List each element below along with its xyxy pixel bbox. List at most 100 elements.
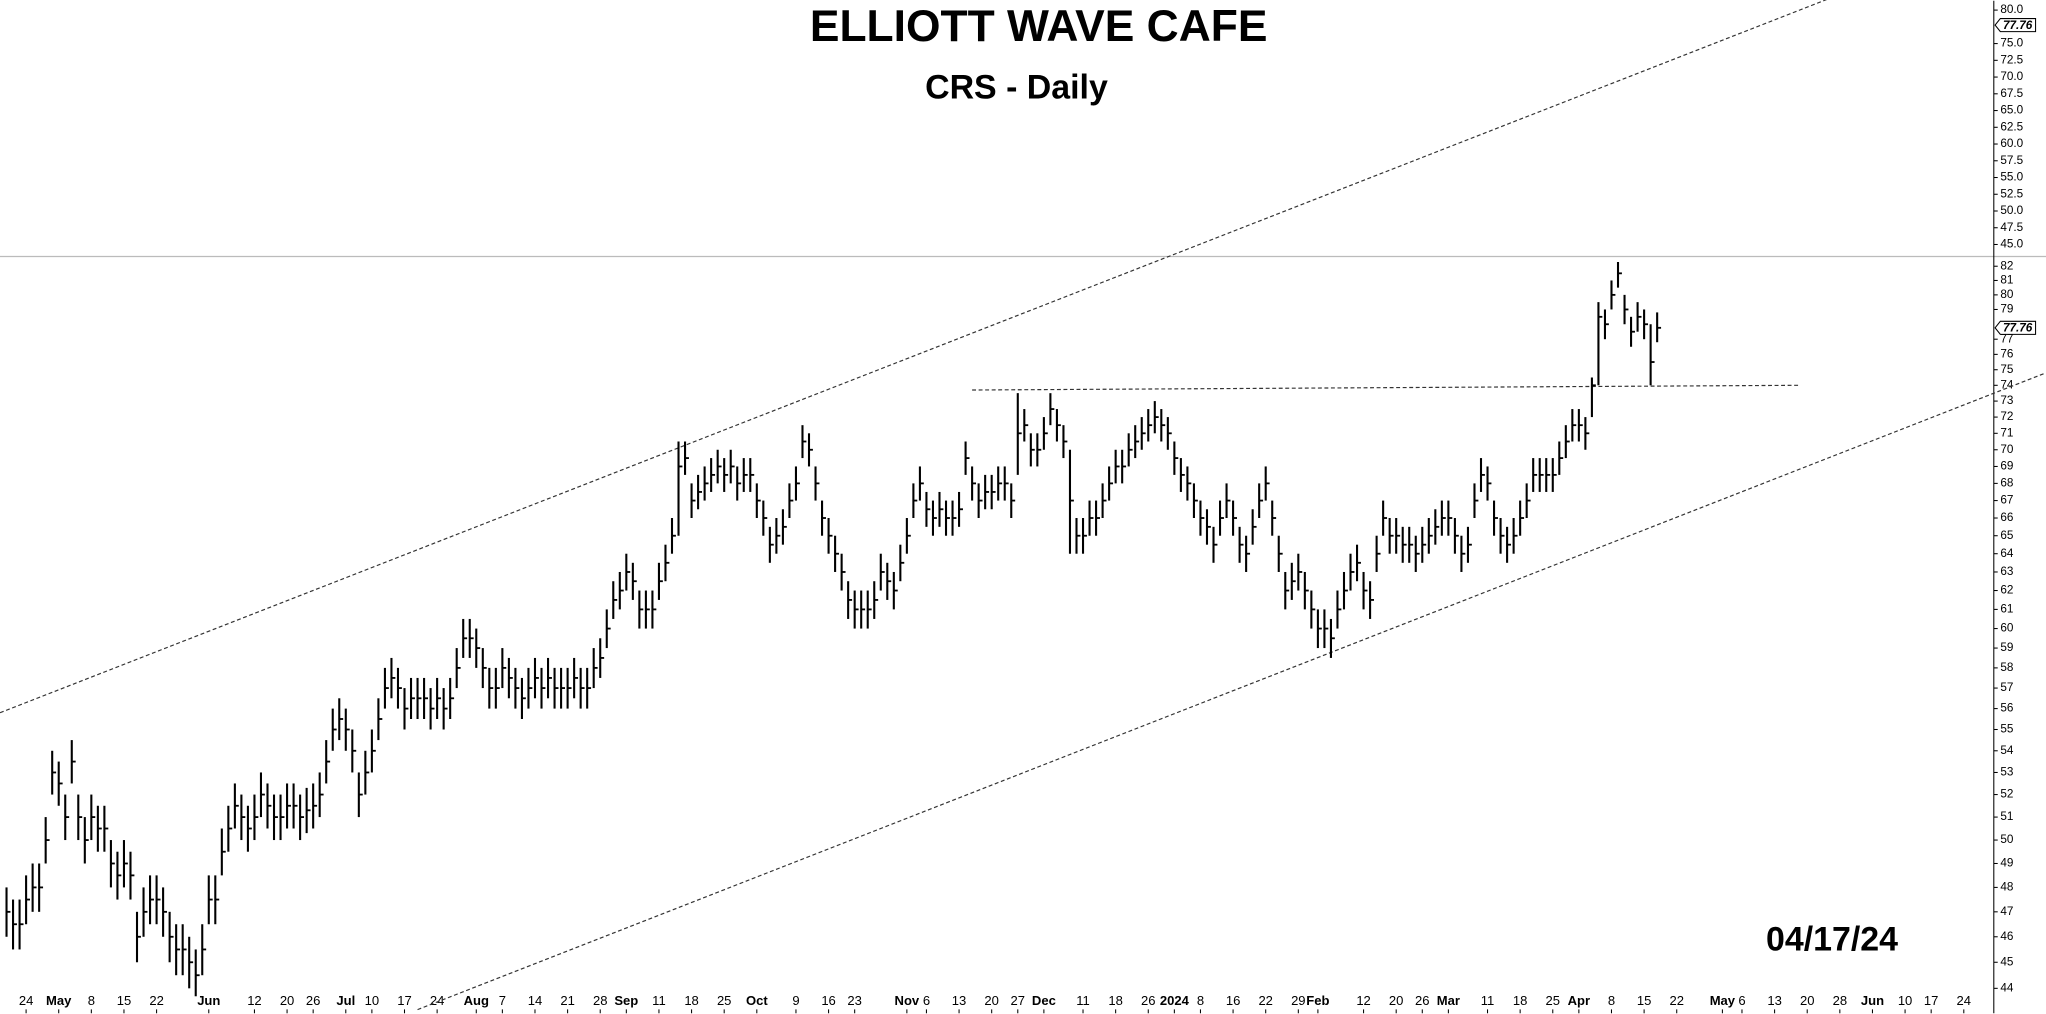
x-tick-label: 17 [397, 993, 412, 1008]
y-tick-label: 56 [2000, 702, 2014, 715]
x-tick-label: 22 [1669, 993, 1684, 1008]
x-tick-label: 17 [1924, 993, 1939, 1008]
y-tick-label: 70 [2000, 443, 2014, 456]
overview-y-tick-label: 65.0 [2000, 104, 2023, 117]
x-tick-label: 10 [365, 993, 380, 1008]
x-tick-label: Aug [464, 993, 489, 1008]
overview-y-tick-label: 45.0 [2000, 238, 2023, 251]
x-tick-label: 6 [1738, 993, 1745, 1008]
overview-y-tick-label: 62.5 [2000, 120, 2023, 133]
y-tick-label: 75 [2000, 363, 2014, 376]
x-tick-label: Mar [1437, 993, 1460, 1008]
x-tick-label: 12 [247, 993, 262, 1008]
x-tick-label: 22 [1258, 993, 1273, 1008]
x-tick-label: 18 [1108, 993, 1123, 1008]
x-tick-label: 12 [1356, 993, 1371, 1008]
last-price-marker-label: 77.76 [2003, 322, 2033, 335]
x-tick-label: 20 [1800, 993, 1815, 1008]
x-tick-label: 20 [1389, 993, 1404, 1008]
x-tick-label: 6 [923, 993, 930, 1008]
y-tick-label: 77 [2000, 332, 2013, 345]
y-tick-label: 44 [2000, 981, 2014, 994]
trendline [417, 372, 2046, 1011]
x-tick-label: 16 [1226, 993, 1241, 1008]
x-tick-label: 26 [1141, 993, 1156, 1008]
overview-y-tick-label: 47.5 [2000, 221, 2023, 234]
trendline [972, 384, 1799, 391]
x-tick-label: 8 [1608, 993, 1615, 1008]
y-tick-label: 62 [2000, 584, 2013, 597]
overview-y-tick-label: 70.0 [2000, 70, 2023, 83]
y-tick-label: 55 [2000, 723, 2014, 736]
x-tick-label: 28 [1833, 993, 1848, 1008]
x-tick-label: 13 [952, 993, 967, 1008]
y-tick-label: 54 [2000, 744, 2014, 757]
x-tick-label: May [1710, 993, 1736, 1008]
y-tick-label: 45 [2000, 955, 2014, 968]
overview-y-tick-label: 67.5 [2000, 87, 2023, 100]
y-tick-label: 58 [2000, 661, 2014, 674]
x-tick-label: Nov [895, 993, 920, 1008]
y-tick-label: 48 [2000, 880, 2014, 893]
y-tick-label: 60 [2000, 622, 2014, 635]
x-tick-label: 15 [1637, 993, 1652, 1008]
x-tick-label: 2024 [1160, 993, 1190, 1008]
x-tick-label: 24 [19, 993, 34, 1008]
y-tick-label: 65 [2000, 529, 2014, 542]
x-tick-label: 25 [717, 993, 732, 1008]
x-tick-label: 10 [1898, 993, 1913, 1008]
x-tick-label: 24 [1957, 993, 1972, 1008]
x-tick-label: 29 [1291, 993, 1306, 1008]
x-tick-label: 11 [1481, 993, 1495, 1008]
y-tick-label: 79 [2000, 303, 2013, 316]
overview-y-tick-label: 75.0 [2000, 37, 2023, 50]
x-tick-label: 13 [1767, 993, 1782, 1008]
chart-subtitle: CRS - Daily [925, 68, 1108, 106]
x-tick-label: 8 [88, 993, 95, 1008]
overview-last-price-marker [1994, 18, 2037, 33]
x-tick-label: 25 [1546, 993, 1561, 1008]
y-tick-label: 80 [2000, 288, 2014, 301]
y-tick-label: 50 [2000, 833, 2014, 846]
y-tick-label: 57 [2000, 681, 2013, 694]
y-tick-label: 72 [2000, 410, 2013, 423]
x-tick-label: 27 [1011, 993, 1025, 1008]
x-tick-label: 18 [1513, 993, 1528, 1008]
x-tick-label: Jun [197, 993, 220, 1008]
x-tick-label: Jun [1861, 993, 1884, 1008]
overview-y-tick-label: 80.0 [2000, 3, 2023, 16]
x-tick-label: Feb [1306, 993, 1329, 1008]
x-tick-label: 22 [149, 993, 164, 1008]
x-tick-label: May [46, 993, 72, 1008]
x-tick-label: 24 [430, 993, 445, 1008]
x-tick-label: 26 [306, 993, 320, 1008]
x-tick-label: 11 [652, 993, 666, 1008]
x-tick-label: 11 [1076, 993, 1090, 1008]
y-tick-label: 53 [2000, 766, 2014, 779]
overview-y-tick-label: 55.0 [2000, 171, 2023, 184]
date-label: 04/17/24 [1766, 920, 1898, 958]
x-tick-label: 28 [593, 993, 608, 1008]
y-tick-label: 59 [2000, 641, 2013, 654]
overview-y-tick-label: 57.5 [2000, 154, 2023, 167]
y-tick-label: 71 [2000, 426, 2013, 439]
y-tick-label: 82 [2000, 259, 2013, 272]
y-tick-label: 76 [2000, 347, 2014, 360]
y-tick-label: 49 [2000, 857, 2013, 870]
x-tick-label: 7 [499, 993, 506, 1008]
trendline [0, 0, 1827, 714]
y-tick-label: 47 [2000, 905, 2013, 918]
y-tick-label: 46 [2000, 930, 2014, 943]
y-tick-label: 61 [2000, 602, 2013, 615]
x-tick-label: 21 [560, 993, 575, 1008]
chart-title: ELLIOTT WAVE CAFE [810, 2, 1268, 51]
overview-y-tick-label: 72.5 [2000, 53, 2023, 66]
y-tick-label: 81 [2000, 274, 2013, 287]
y-tick-label: 74 [2000, 378, 2014, 391]
overview-y-tick-label: 60.0 [2000, 137, 2023, 150]
x-tick-label: 16 [821, 993, 836, 1008]
x-tick-label: Dec [1032, 993, 1056, 1008]
x-tick-label: 8 [1197, 993, 1204, 1008]
